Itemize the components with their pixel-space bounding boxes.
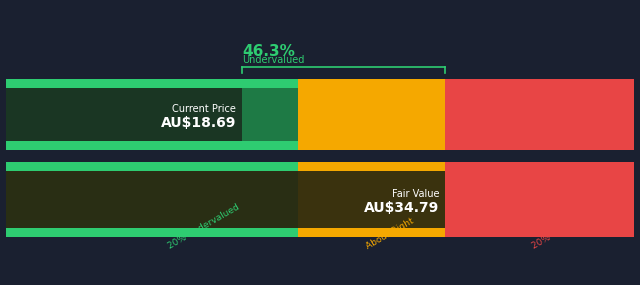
Text: 20% Undervalued: 20% Undervalued	[167, 202, 241, 251]
Text: Current Price: Current Price	[172, 104, 236, 114]
Bar	[6, 162, 298, 171]
Bar	[298, 171, 445, 228]
Bar	[6, 228, 298, 237]
Text: Undervalued: Undervalued	[242, 55, 305, 65]
Text: AU$34.79: AU$34.79	[364, 201, 439, 215]
Bar	[298, 228, 445, 237]
Bar	[298, 141, 445, 150]
Text: Fair Value: Fair Value	[392, 189, 439, 199]
Bar	[445, 80, 634, 88]
Text: About Right: About Right	[364, 216, 415, 251]
Bar	[298, 88, 445, 141]
Bar	[445, 88, 634, 141]
Bar	[6, 171, 445, 228]
Text: 20% Overvalued: 20% Overvalued	[530, 205, 600, 251]
Bar	[445, 228, 634, 237]
Text: 46.3%: 46.3%	[242, 44, 295, 59]
Bar	[6, 88, 298, 141]
Bar	[6, 88, 242, 141]
Bar	[6, 80, 298, 88]
Bar	[6, 141, 298, 150]
Bar	[445, 171, 634, 228]
Text: AU$18.69: AU$18.69	[161, 116, 236, 130]
Bar	[6, 171, 298, 228]
Bar	[445, 141, 634, 150]
Bar	[445, 162, 634, 171]
Bar	[298, 162, 445, 171]
Bar	[298, 80, 445, 88]
